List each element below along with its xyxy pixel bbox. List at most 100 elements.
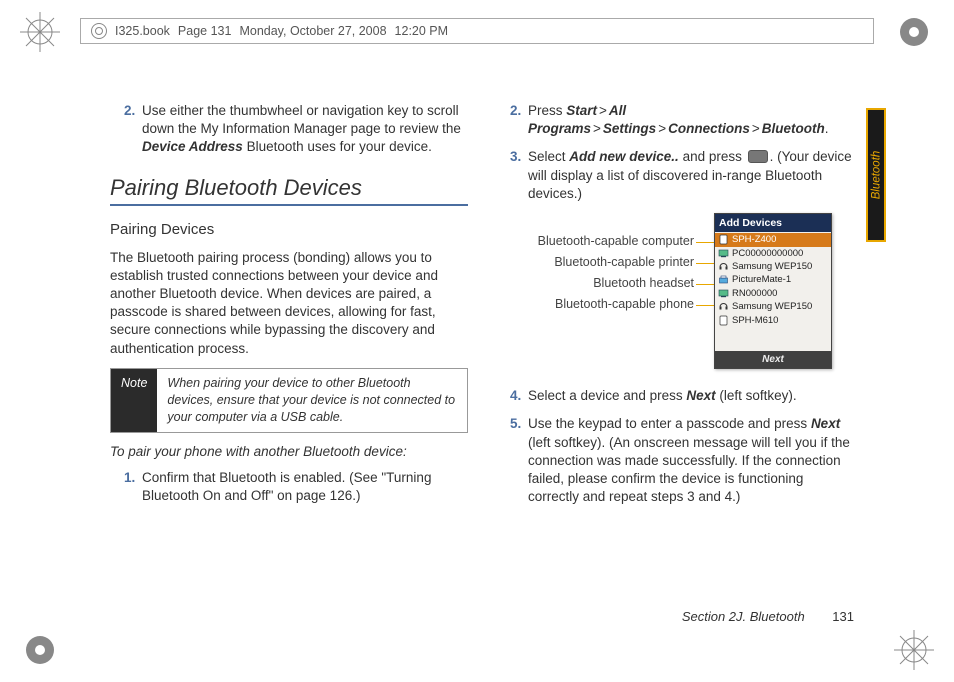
phone-row: Samsung WEP150: [715, 260, 831, 273]
step2-text-before: Use either the thumbwheel or navigation …: [142, 103, 461, 136]
header-time: 12:20 PM: [395, 24, 449, 38]
heading-rule: [110, 204, 468, 206]
leader-line: [696, 242, 714, 243]
footer-section: Section 2J. Bluetooth: [682, 609, 805, 624]
next-softkey-term: Next: [811, 416, 840, 431]
phone-row: SPH-Z400: [715, 233, 831, 246]
step2-text-after: Bluetooth uses for your device.: [243, 139, 432, 154]
phone-row-label: RN000000: [732, 288, 777, 299]
gt4: >: [750, 121, 762, 136]
step-number: 4.: [510, 387, 528, 405]
phone-row: PictureMate-1: [715, 273, 831, 286]
r4-after: (left softkey).: [716, 388, 797, 403]
r5-after: (left softkey). (An onscreen message wil…: [528, 435, 850, 505]
right-step-4: 4. Select a device and press Next (left …: [510, 387, 854, 405]
left-step-2: 2. Use either the thumbwheel or navigati…: [124, 102, 468, 157]
step-text: Confirm that Bluetooth is enabled. (See …: [142, 469, 468, 505]
heading-pairing-devices: Pairing Devices: [110, 220, 468, 240]
phone-icon: [718, 234, 729, 245]
step-number: 5.: [510, 415, 528, 506]
footer-page-number: 131: [832, 609, 854, 624]
left-column: 2. Use either the thumbwheel or navigati…: [110, 100, 468, 640]
phone-row-label: SPH-M610: [732, 315, 778, 326]
r2-period: .: [825, 121, 829, 136]
step-number: 1.: [124, 469, 142, 505]
header-filename: I325.book: [115, 24, 170, 38]
phone-row-label: PictureMate-1: [732, 274, 791, 285]
phone-title: Add Devices: [715, 214, 831, 232]
phone-footer-next: Next: [715, 351, 831, 369]
phone-row: SPH-M610: [715, 314, 831, 327]
ok-key-icon: [748, 150, 768, 163]
step-number: 2.: [510, 102, 528, 138]
callouts: Bluetooth-capable computer Bluetooth-cap…: [496, 231, 694, 315]
registration-mark-tl: [18, 10, 62, 54]
gt2: >: [591, 121, 603, 136]
r2-press: Press: [528, 103, 566, 118]
gt3: >: [656, 121, 668, 136]
leader-line: [696, 305, 714, 306]
leader-line: [696, 263, 714, 264]
pairing-description: The Bluetooth pairing process (bonding) …: [110, 249, 468, 358]
phone-row-label: Samsung WEP150: [732, 261, 812, 272]
menu-start: Start: [566, 103, 597, 118]
right-step-3: 3. Select Add new device.. and press . (…: [510, 148, 854, 203]
r3-select: Select: [528, 149, 569, 164]
header-date: Monday, October 27, 2008: [239, 24, 386, 38]
leader-line: [696, 284, 714, 285]
note-label: Note: [111, 369, 157, 432]
menu-connections: Connections: [668, 121, 750, 136]
callout-headset: Bluetooth headset: [496, 273, 694, 294]
phone-row-label: PC00000000000: [732, 248, 803, 259]
right-step-2: 2. Press Start>All Programs>Settings>Con…: [510, 102, 854, 138]
step-text: Use either the thumbwheel or navigation …: [142, 102, 468, 157]
thumb-tab-label: Bluetooth: [870, 151, 882, 200]
add-devices-figure: Bluetooth-capable computer Bluetooth-cap…: [496, 213, 854, 373]
step-text: Select Add new device.. and press . (You…: [528, 148, 854, 203]
step-number: 3.: [510, 148, 528, 203]
callout-phone: Bluetooth-capable phone: [496, 294, 694, 315]
next-softkey-term: Next: [686, 388, 715, 403]
headset-icon: [718, 301, 729, 312]
computer-icon: [718, 248, 729, 259]
lead-line: To pair your phone with another Bluetoot…: [110, 443, 468, 461]
headset-icon: [718, 261, 729, 272]
phone-list: SPH-Z400 PC00000000000 Samsung WEP150 Pi…: [715, 232, 831, 350]
content-area: 2. Use either the thumbwheel or navigati…: [110, 100, 854, 640]
right-step-5: 5. Use the keypad to enter a passcode an…: [510, 415, 854, 506]
step-text: Use the keypad to enter a passcode and p…: [528, 415, 854, 506]
callout-printer: Bluetooth-capable printer: [496, 252, 694, 273]
registration-mark-bl: [18, 628, 62, 672]
header-ring-icon: [91, 23, 107, 39]
step-number: 2.: [124, 102, 142, 157]
note-box: Note When pairing your device to other B…: [110, 368, 468, 433]
page-footer: Section 2J. Bluetooth 131: [682, 609, 854, 624]
step-text: Press Start>All Programs>Settings>Connec…: [528, 102, 854, 138]
section-thumb-tab: Bluetooth: [866, 108, 886, 242]
note-body: When pairing your device to other Blueto…: [157, 369, 467, 432]
phone-screenshot: Add Devices SPH-Z400 PC00000000000 Samsu…: [714, 213, 832, 369]
menu-settings: Settings: [603, 121, 656, 136]
right-column: 2. Press Start>All Programs>Settings>Con…: [496, 100, 854, 640]
registration-mark-tr: [892, 10, 936, 54]
registration-mark-br: [892, 628, 936, 672]
left-step-1: 1. Confirm that Bluetooth is enabled. (S…: [124, 469, 468, 505]
phone-row: RN000000: [715, 287, 831, 300]
r4-before: Select a device and press: [528, 388, 686, 403]
printer-icon: [718, 275, 729, 286]
callout-computer: Bluetooth-capable computer: [496, 231, 694, 252]
phone-row-label: Samsung WEP150: [732, 301, 812, 312]
heading-pairing-bluetooth-devices: Pairing Bluetooth Devices: [110, 173, 468, 203]
r3-andpress: and press: [679, 149, 746, 164]
gt1: >: [597, 103, 609, 118]
computer-icon: [718, 288, 729, 299]
menu-bluetooth: Bluetooth: [762, 121, 825, 136]
page-header: I325.book Page 131 Monday, October 27, 2…: [80, 18, 874, 44]
phone-row-label: SPH-Z400: [732, 234, 776, 245]
phone-icon: [718, 315, 729, 326]
phone-row: Samsung WEP150: [715, 300, 831, 313]
r5-before: Use the keypad to enter a passcode and p…: [528, 416, 811, 431]
phone-row: PC00000000000: [715, 247, 831, 260]
device-address-term: Device Address: [142, 139, 243, 154]
step-text: Select a device and press Next (left sof…: [528, 387, 854, 405]
